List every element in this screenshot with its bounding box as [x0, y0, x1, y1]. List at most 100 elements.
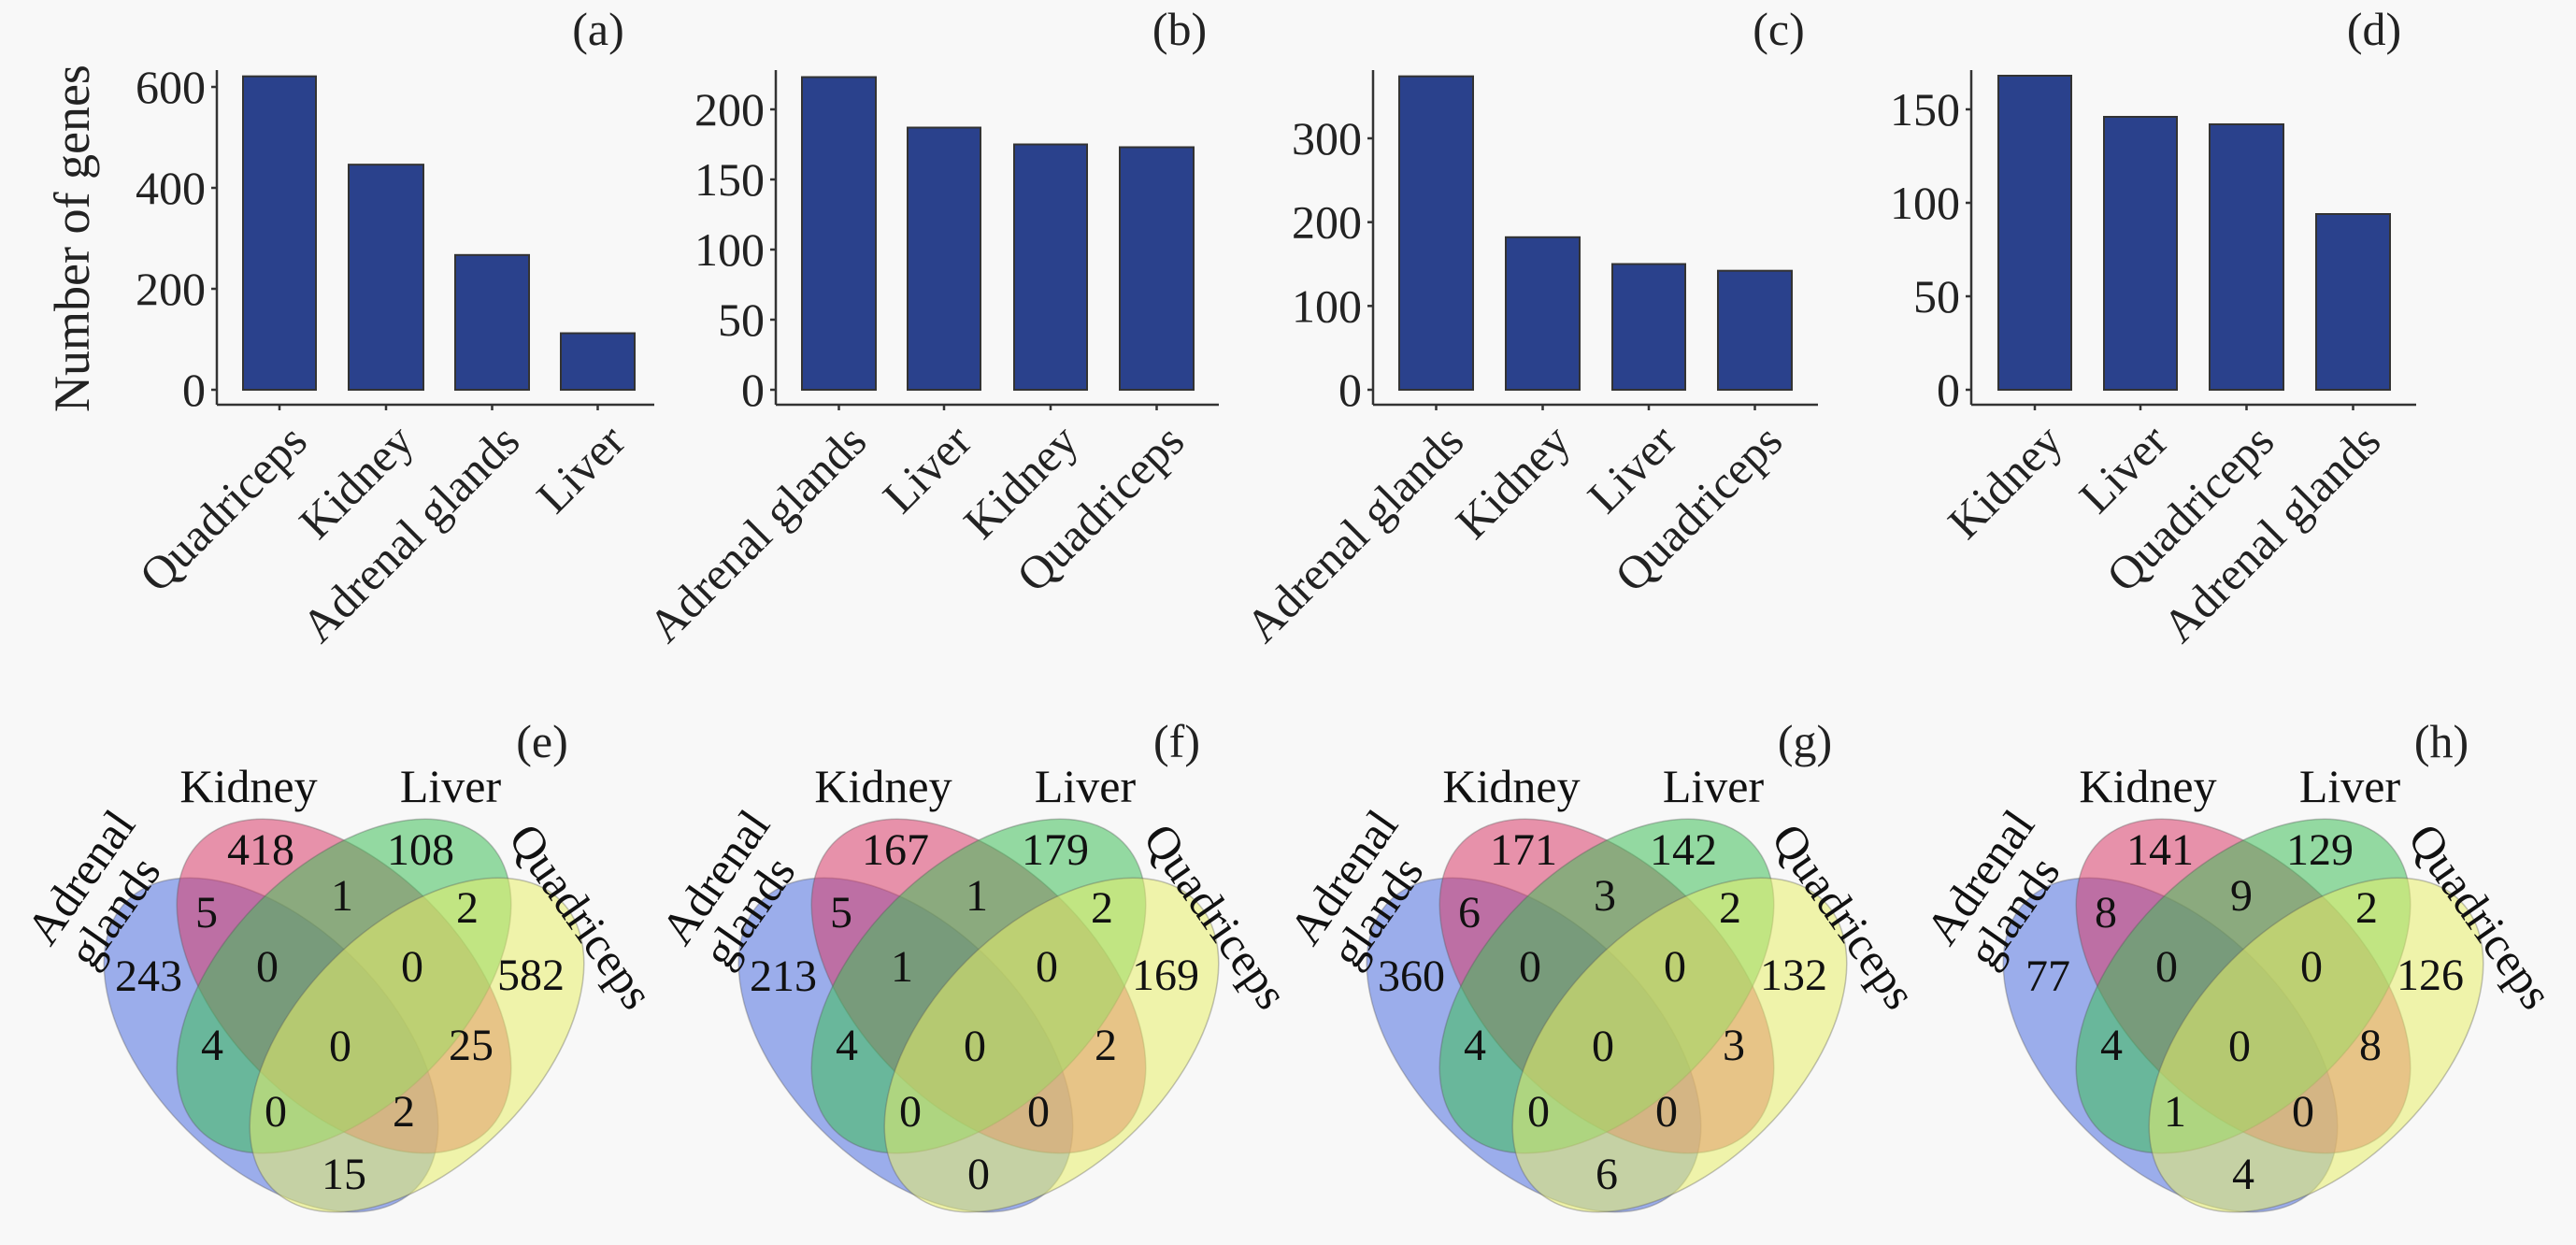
- y-tick-label: 50: [718, 293, 765, 346]
- venn-region-bc: 9: [2230, 871, 2253, 921]
- y-tick-label: 0: [1937, 364, 1960, 416]
- venn-region-ab: 5: [195, 888, 218, 937]
- y-tick-label: 200: [694, 83, 765, 136]
- bar-quadriceps: [242, 75, 317, 391]
- panel-label: (h): [2414, 715, 2469, 767]
- venn-region-bd: 8: [2359, 1021, 2382, 1070]
- venn-set-quadriceps: [883, 877, 1220, 1213]
- panel-label: (c): [1753, 3, 1805, 55]
- set-label-liver: Liver: [2299, 760, 2401, 812]
- x-tick-label: Quadriceps: [129, 414, 317, 602]
- venn-set-quadriceps: [2148, 877, 2484, 1213]
- venn-region-ac: 4: [2100, 1021, 2123, 1070]
- panel-label: (e): [516, 715, 568, 767]
- venn-region-bc: 3: [1594, 871, 1616, 921]
- bar-liver: [1611, 263, 1686, 391]
- set-label-kidney: Kidney: [814, 760, 952, 812]
- venn-region-c: 129: [2286, 825, 2354, 875]
- set-label-liver: Liver: [400, 760, 502, 812]
- bar-quadriceps: [1717, 269, 1793, 392]
- venn-region-bd: 25: [449, 1021, 494, 1070]
- venn-region-acd: 0: [1527, 1087, 1550, 1137]
- venn-set-quadriceps: [1511, 877, 1848, 1213]
- venn-region-abcd: 0: [2228, 1022, 2251, 1071]
- venn-region-cd: 2: [1719, 883, 1741, 933]
- venn-region-bc: 1: [331, 871, 353, 921]
- venn-region-c: 142: [1650, 825, 1717, 875]
- bar-kidney: [348, 164, 424, 391]
- y-tick-label: 150: [1890, 83, 1960, 136]
- venn-region-ad: 0: [967, 1150, 990, 1199]
- bar-quadriceps: [2209, 123, 2284, 391]
- y-tick-label: 100: [1292, 279, 1362, 332]
- x-tick-label: Kidney: [1446, 414, 1581, 549]
- venn-region-ac: 4: [201, 1021, 223, 1070]
- bar-kidney: [1013, 143, 1088, 391]
- bar-adrenal-glands: [454, 253, 530, 391]
- bar-liver: [2103, 116, 2178, 391]
- venn-region-a: 360: [1378, 952, 1445, 1001]
- venn-region-b: 141: [2126, 825, 2194, 875]
- bar-liver: [560, 332, 636, 391]
- venn-region-a: 213: [750, 952, 817, 1001]
- venn-region-abc: 1: [891, 942, 913, 992]
- bar-liver: [907, 126, 981, 391]
- venn-region-bc: 1: [966, 871, 988, 921]
- venn-region-d: 582: [497, 951, 565, 1000]
- venn-region-abcd: 0: [1592, 1022, 1614, 1071]
- venn-region-abd: 2: [393, 1087, 415, 1137]
- venn-region-a: 243: [115, 952, 182, 1001]
- y-tick-label: 400: [136, 162, 206, 214]
- venn-region-abcd: 0: [964, 1022, 986, 1071]
- y-tick-label: 100: [694, 223, 765, 276]
- venn-region-ad: 15: [322, 1150, 366, 1199]
- venn-region-bcd: 0: [2300, 942, 2323, 992]
- panel-label: (b): [1152, 3, 1207, 55]
- y-tick-label: 0: [741, 364, 765, 416]
- venn-region-d: 132: [1760, 951, 1827, 1000]
- venn-region-abc: 0: [256, 942, 279, 992]
- venn-region-acd: 0: [265, 1087, 287, 1137]
- venn-region-b: 418: [227, 825, 294, 875]
- y-tick-label: 200: [1292, 196, 1362, 249]
- x-tick-label: Adrenal glands: [638, 414, 877, 652]
- y-tick-label: 300: [1292, 112, 1362, 165]
- panel-label: (d): [2347, 3, 2401, 55]
- venn-region-bcd: 0: [1036, 942, 1058, 992]
- panel-label: (g): [1778, 715, 1832, 767]
- panel-label: (a): [572, 3, 624, 55]
- venn-region-b: 167: [862, 825, 929, 875]
- set-label-liver: Liver: [1035, 760, 1137, 812]
- bar-quadriceps: [1119, 146, 1195, 391]
- x-tick-label: Liver: [526, 414, 635, 522]
- venn-region-ac: 4: [836, 1021, 858, 1070]
- venn-region-ab: 8: [2095, 888, 2117, 937]
- venn-region-b: 171: [1490, 825, 1557, 875]
- venn-region-abd: 0: [2292, 1087, 2314, 1137]
- venn-set-quadriceps: [249, 877, 585, 1213]
- set-label-kidney: Kidney: [2079, 760, 2216, 812]
- bar-kidney: [1997, 75, 2072, 391]
- y-tick-label: 0: [1338, 364, 1362, 416]
- venn-region-cd: 2: [1091, 883, 1113, 933]
- set-label-kidney: Kidney: [179, 760, 317, 812]
- venn-region-abc: 0: [1519, 942, 1541, 992]
- set-label-liver: Liver: [1663, 760, 1765, 812]
- venn-region-abd: 0: [1027, 1087, 1050, 1137]
- venn-region-ab: 6: [1458, 888, 1481, 937]
- venn-region-d: 126: [2397, 951, 2464, 1000]
- venn-region-abc: 0: [2155, 942, 2178, 992]
- bar-kidney: [1505, 236, 1581, 391]
- venn-region-ad: 6: [1596, 1150, 1618, 1199]
- venn-region-cd: 2: [2355, 883, 2378, 933]
- x-tick-label: Adrenal glands: [1236, 414, 1474, 652]
- set-label-kidney: Kidney: [1442, 760, 1580, 812]
- bar-adrenal-glands: [2315, 213, 2391, 391]
- venn-region-bcd: 0: [401, 942, 423, 992]
